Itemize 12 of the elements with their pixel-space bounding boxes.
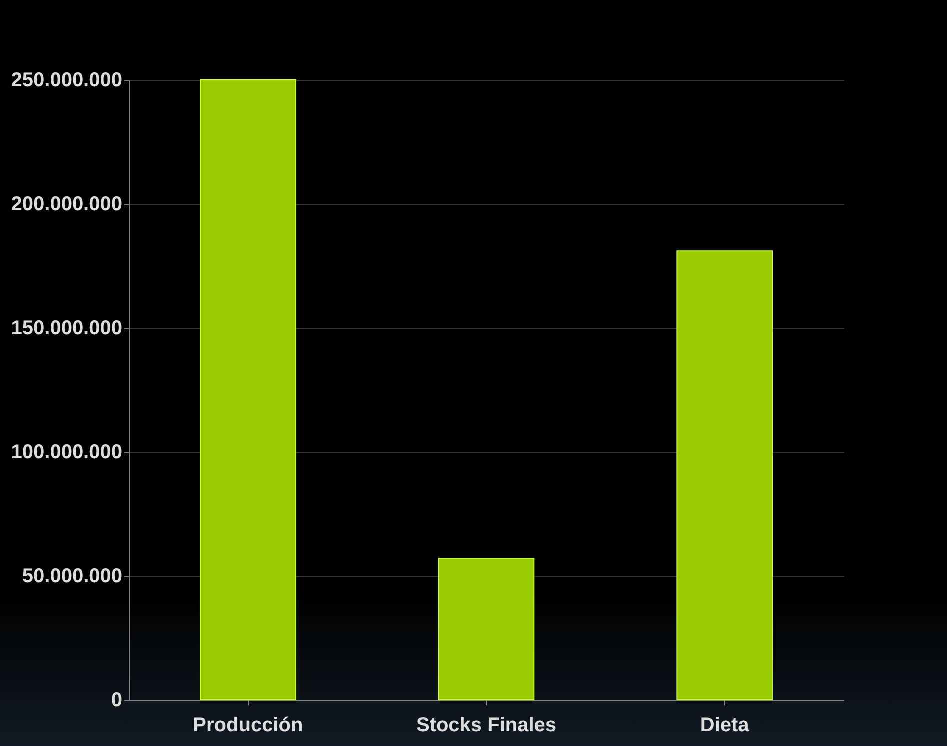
y-tick-label: 0 [111,690,122,712]
y-tick-label: 150.000.000 [11,318,122,340]
x-tick-label: Dieta [700,714,750,736]
bar [676,250,773,700]
bar [438,558,535,700]
x-tick-label: Producción [193,714,304,736]
x-tick-label: Stocks Finales [416,714,557,736]
y-tick-label: 250.000.000 [11,70,122,92]
y-tick-label: 200.000.000 [11,194,122,216]
y-tick-label: 50.000.000 [22,566,122,588]
bar [200,80,296,700]
y-tick-label: 100.000.000 [11,442,122,464]
